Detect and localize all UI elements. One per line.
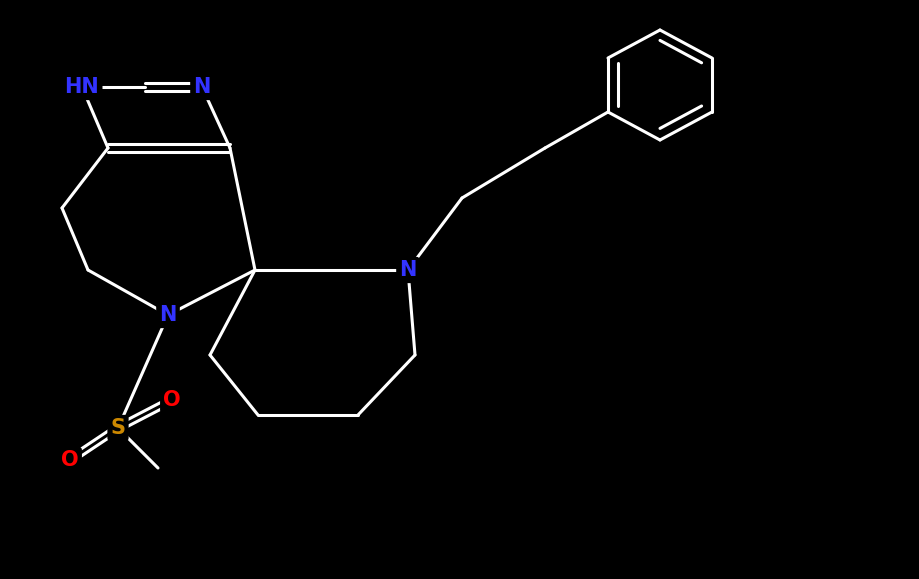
- Text: HN: HN: [64, 77, 99, 97]
- Text: N: N: [400, 260, 416, 280]
- Text: S: S: [110, 418, 126, 438]
- Text: N: N: [193, 77, 210, 97]
- Text: O: O: [164, 390, 181, 410]
- Text: O: O: [62, 450, 79, 470]
- Text: N: N: [159, 305, 176, 325]
